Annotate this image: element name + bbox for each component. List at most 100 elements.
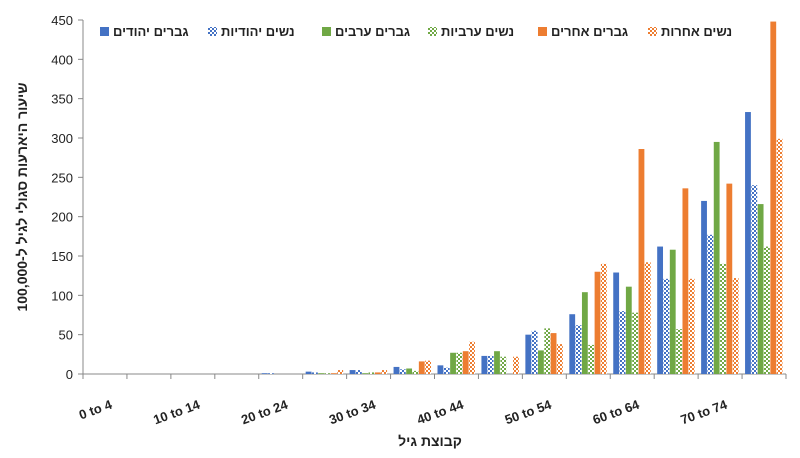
bar	[757, 204, 764, 374]
bar	[657, 246, 664, 374]
legend-swatch	[538, 27, 547, 36]
bar	[368, 372, 375, 374]
bar	[538, 350, 544, 374]
y-tick-label: 150	[51, 249, 73, 264]
bar	[550, 333, 557, 374]
y-tick-label: 400	[51, 52, 73, 67]
legend-label: גברים ערבים	[335, 24, 410, 39]
bar	[494, 351, 500, 374]
bar	[569, 314, 576, 374]
bar	[305, 371, 312, 374]
y-tick-label: 350	[51, 92, 73, 107]
bar	[688, 278, 695, 374]
bar	[701, 200, 707, 374]
bar	[487, 355, 494, 374]
legend-swatch	[428, 27, 437, 36]
x-tick-label: 0 to 4	[77, 396, 115, 422]
bar	[443, 367, 450, 374]
x-tick-label: 30 to 34	[327, 396, 378, 427]
bar	[732, 278, 739, 374]
legend-swatch	[100, 27, 109, 36]
bar	[324, 373, 331, 374]
bar	[720, 263, 726, 374]
y-tick-label: 250	[51, 170, 73, 185]
bar	[619, 311, 626, 374]
bar	[450, 352, 456, 374]
bar	[525, 334, 532, 374]
bar	[425, 360, 431, 374]
bar	[751, 185, 758, 374]
bar	[531, 330, 538, 374]
bar	[588, 344, 595, 374]
legend-swatch	[208, 27, 217, 36]
bar	[406, 368, 413, 374]
bar	[764, 246, 770, 374]
bar	[381, 370, 388, 374]
bar	[581, 292, 588, 374]
y-tick-label: 0	[66, 367, 73, 382]
legend-swatch	[648, 27, 657, 36]
x-tick-label: 20 to 24	[239, 396, 290, 427]
bar	[676, 329, 682, 374]
bar	[500, 356, 507, 374]
x-axis-title: קבוצת גיל	[398, 433, 462, 449]
bar	[770, 21, 777, 374]
x-tick-label: 50 to 54	[503, 396, 554, 427]
legend-label: גברים יהודים	[113, 24, 189, 39]
bar	[544, 328, 551, 374]
legend: גברים יהודים נשים יהודיות גברים ערבים נשים …	[100, 24, 732, 39]
y-tick-label: 100	[51, 288, 73, 303]
x-tick-label: 70 to 74	[678, 396, 729, 427]
bars	[261, 21, 783, 374]
bar	[268, 373, 274, 374]
bar	[393, 366, 400, 374]
legend-label: נשים ערביות	[441, 24, 514, 39]
bar	[412, 370, 419, 374]
bar	[726, 183, 733, 374]
legend-label: נשים אחרות	[661, 24, 732, 39]
x-tick-label: 10 to 14	[151, 396, 202, 427]
bar	[374, 372, 381, 374]
bar	[261, 373, 268, 374]
bar	[669, 249, 676, 374]
bar	[632, 312, 639, 374]
legend-label: נשים יהודיות	[221, 24, 295, 39]
bar	[600, 263, 607, 374]
bar	[318, 373, 325, 374]
bar	[337, 370, 344, 374]
y-axis-title: שיעור היארעות סגולי לגיל ל-100,000	[14, 82, 30, 311]
legend-label: גברים אחרים	[551, 24, 628, 39]
bar	[613, 272, 620, 374]
bar	[745, 112, 751, 374]
legend-swatch	[322, 27, 331, 36]
bar	[462, 351, 469, 374]
bar	[682, 188, 689, 374]
bar	[349, 370, 356, 374]
bar	[355, 370, 362, 374]
bar	[399, 369, 406, 374]
bar	[575, 325, 582, 374]
bar	[513, 356, 519, 374]
y-tick-label: 50	[59, 328, 73, 343]
bar	[713, 141, 720, 374]
bar	[707, 234, 714, 374]
bar	[625, 286, 632, 374]
bar	[481, 355, 488, 374]
bar	[330, 373, 337, 374]
x-axis: 0 to 4 10 to 14 20 to 24 30 to 34 40 to 44 50…	[77, 373, 787, 427]
x-tick-label: 60 to 64	[591, 396, 642, 427]
bar	[418, 361, 425, 374]
bar	[594, 271, 601, 374]
x-tick-label: 40 to 44	[415, 396, 466, 427]
y-axis: 0 50 100 150 200 250 300 350 400 450	[51, 13, 84, 382]
y-tick-label: 200	[51, 210, 73, 225]
bar	[644, 262, 651, 374]
bar	[663, 278, 670, 374]
bar	[437, 365, 444, 374]
bar	[776, 138, 783, 374]
y-tick-label: 450	[51, 13, 73, 28]
y-tick-label: 300	[51, 131, 73, 146]
bar	[312, 372, 318, 374]
